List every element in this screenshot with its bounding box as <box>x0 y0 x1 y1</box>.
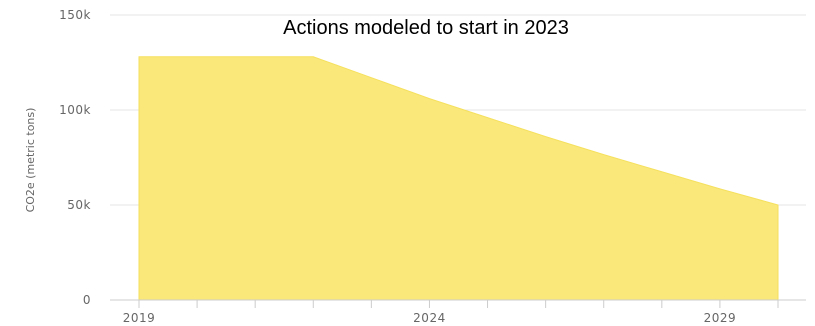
y-axis: 0 50k 100k 150k <box>59 8 91 307</box>
x-tick-label: 2019 <box>123 311 156 325</box>
x-tick-label: 2029 <box>704 311 737 325</box>
y-tick-label: 0 <box>83 293 91 307</box>
y-tick-label: 100k <box>59 103 91 117</box>
chart-subtitle: Actions modeled to start in 2023 <box>283 17 569 39</box>
y-axis-title: CO2e (metric tons) <box>24 108 37 213</box>
y-tick-label: 50k <box>67 198 91 212</box>
area-series <box>138 56 779 301</box>
x-axis: 2019 2024 2029 <box>110 299 806 325</box>
x-tick-label: 2024 <box>413 311 446 325</box>
y-tick-label: 150k <box>59 8 91 22</box>
area-series-layer <box>138 56 779 301</box>
